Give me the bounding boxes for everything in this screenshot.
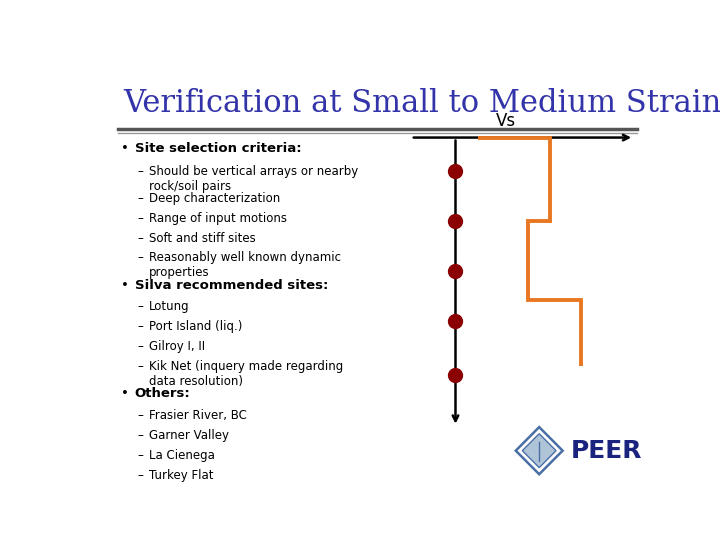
Text: –: – — [138, 252, 143, 265]
Text: –: – — [138, 449, 143, 462]
Text: Deep characterization: Deep characterization — [148, 192, 280, 205]
Text: Vs: Vs — [495, 112, 516, 130]
Polygon shape — [516, 427, 562, 474]
Text: Others:: Others: — [135, 387, 190, 400]
Text: Kik Net (inquery made regarding
data resolution): Kik Net (inquery made regarding data res… — [148, 360, 343, 388]
Text: Lotung: Lotung — [148, 300, 189, 313]
Text: Range of input motions: Range of input motions — [148, 212, 287, 225]
Text: Port Island (liq.): Port Island (liq.) — [148, 320, 242, 333]
Text: Silva recommended sites:: Silva recommended sites: — [135, 279, 328, 292]
Text: –: – — [138, 320, 143, 333]
Text: –: – — [138, 300, 143, 313]
Text: –: – — [138, 212, 143, 225]
Text: La Cienega: La Cienega — [148, 449, 215, 462]
Text: –: – — [138, 165, 143, 178]
Text: –: – — [138, 429, 143, 442]
Text: –: – — [138, 232, 143, 245]
Text: PEER: PEER — [571, 438, 642, 463]
Text: Reasonably well known dynamic
properties: Reasonably well known dynamic properties — [148, 252, 341, 280]
Text: Should be vertical arrays or nearby
rock/soil pairs: Should be vertical arrays or nearby rock… — [148, 165, 358, 193]
Text: –: – — [138, 469, 143, 482]
Text: Frasier River, BC: Frasier River, BC — [148, 409, 246, 422]
Text: –: – — [138, 192, 143, 205]
Text: Garner Valley: Garner Valley — [148, 429, 228, 442]
Text: Turkey Flat: Turkey Flat — [148, 469, 213, 482]
Polygon shape — [522, 434, 556, 468]
Text: Gilroy I, II: Gilroy I, II — [148, 340, 204, 353]
Text: •: • — [121, 141, 129, 155]
Text: –: – — [138, 360, 143, 373]
Text: Soft and stiff sites: Soft and stiff sites — [148, 232, 256, 245]
Text: Verification at Small to Medium Strains: Verification at Small to Medium Strains — [124, 87, 720, 119]
Text: Site selection criteria:: Site selection criteria: — [135, 141, 301, 155]
Text: –: – — [138, 340, 143, 353]
Text: –: – — [138, 409, 143, 422]
Text: •: • — [121, 279, 129, 292]
Text: •: • — [121, 387, 129, 400]
